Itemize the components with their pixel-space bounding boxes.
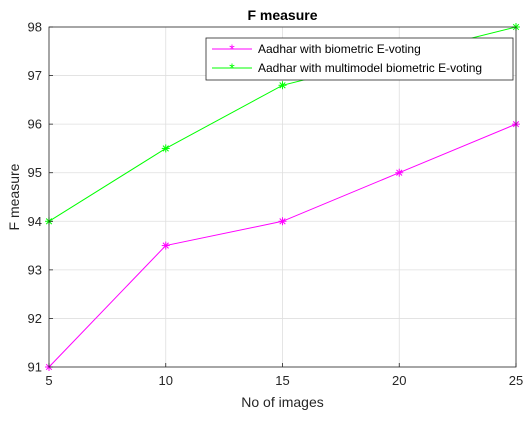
y-tick-label: 95	[28, 165, 42, 180]
data-point	[278, 81, 287, 90]
x-axis-label: No of images	[241, 394, 323, 410]
legend-marker-1: *	[229, 41, 235, 57]
y-axis-label: F measure	[6, 163, 22, 230]
data-point	[278, 217, 287, 226]
x-tick-label: 10	[159, 373, 173, 388]
y-tick-label: 91	[28, 360, 42, 375]
data-point	[161, 241, 170, 250]
x-tick-label: 5	[45, 373, 52, 388]
legend-marker-2: *	[229, 60, 235, 76]
y-tick-label: 94	[28, 214, 42, 229]
data-point	[161, 144, 170, 153]
legend-label-2: Aadhar with multimodel biometric E-votin…	[258, 61, 482, 75]
y-tick-label: 97	[28, 68, 42, 83]
y-tick-label: 98	[28, 20, 42, 35]
data-point	[395, 168, 404, 177]
y-tick-label: 93	[28, 262, 42, 277]
y-tick-label: 92	[28, 311, 42, 326]
x-tick-label: 25	[509, 373, 523, 388]
legend-box	[205, 37, 514, 81]
y-tick-label: 96	[28, 117, 42, 132]
legend: * Aadhar with biometric E-voting * Aadha…	[205, 37, 514, 81]
x-tick-label: 15	[275, 373, 289, 388]
x-tick-label: 20	[392, 373, 406, 388]
axis-ticks: 5 10 15 20 25 91 92 93 94 95 96 97 98	[28, 20, 523, 389]
legend-label-1: Aadhar with biometric E-voting	[258, 42, 421, 56]
chart-title: F measure	[247, 7, 317, 23]
